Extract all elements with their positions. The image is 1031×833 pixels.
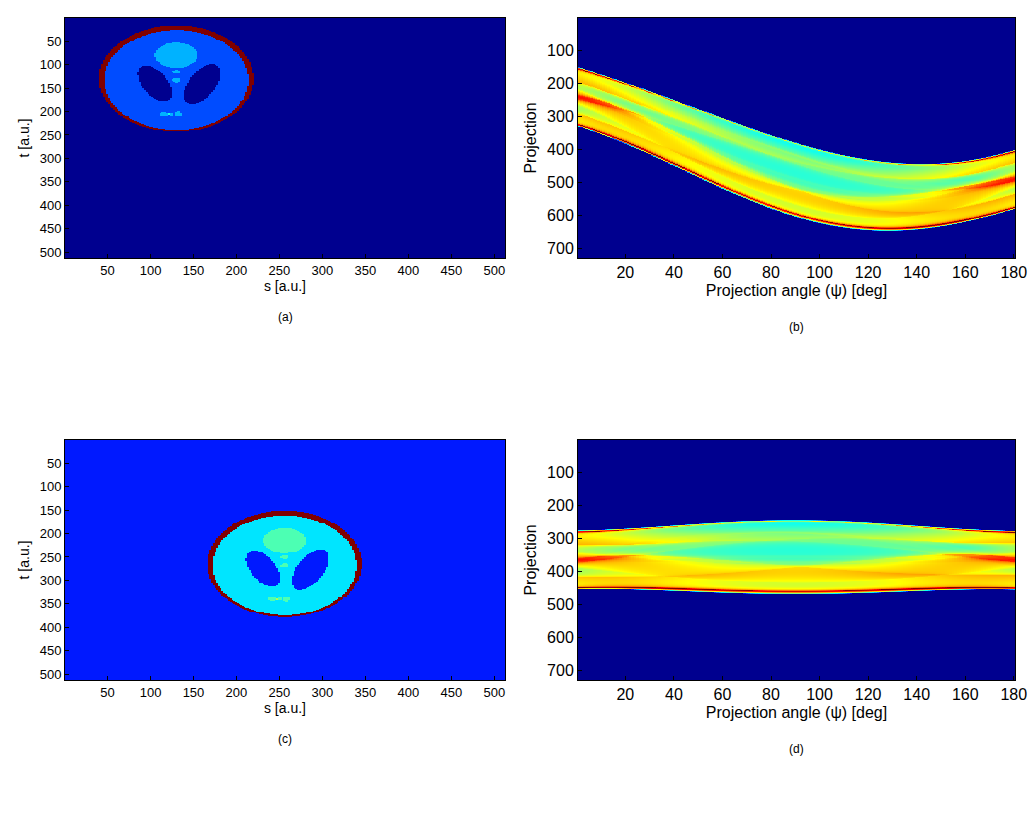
svg-text:50: 50 [100,685,114,700]
svg-text:250: 250 [40,550,62,565]
svg-text:160: 160 [952,264,979,281]
svg-text:60: 60 [714,686,732,703]
svg-text:350: 350 [354,263,376,278]
svg-text:300: 300 [312,263,334,278]
svg-text:200: 200 [547,75,574,92]
svg-text:100: 100 [547,464,574,481]
svg-text:100: 100 [140,685,162,700]
svg-text:600: 600 [547,629,574,646]
svg-text:Projection: Projection [522,102,539,173]
svg-text:500: 500 [483,685,505,700]
svg-text:Projection angle (ψ) [deg]: Projection angle (ψ) [deg] [706,282,887,299]
svg-text:450: 450 [440,263,462,278]
svg-text:200: 200 [226,685,248,700]
svg-text:160: 160 [952,686,979,703]
svg-text:150: 150 [40,503,62,518]
svg-text:450: 450 [440,685,462,700]
svg-text:150: 150 [183,263,205,278]
svg-text:120: 120 [855,686,882,703]
svg-text:t [a.u.]: t [a.u.] [16,541,32,580]
svg-text:140: 140 [903,264,930,281]
svg-text:100: 100 [40,479,62,494]
svg-text:(a): (a) [278,310,293,324]
svg-text:80: 80 [762,264,780,281]
svg-text:20: 20 [616,264,634,281]
svg-text:100: 100 [806,686,833,703]
svg-text:400: 400 [40,620,62,635]
svg-text:t [a.u.]: t [a.u.] [16,119,32,158]
svg-text:400: 400 [547,141,574,158]
svg-text:250: 250 [40,128,62,143]
svg-text:Projection angle (ψ) [deg]: Projection angle (ψ) [deg] [706,704,887,721]
svg-text:150: 150 [183,685,205,700]
svg-text:250: 250 [269,685,291,700]
svg-text:350: 350 [354,685,376,700]
svg-text:700: 700 [547,240,574,257]
svg-text:500: 500 [547,596,574,613]
svg-text:500: 500 [483,263,505,278]
svg-text:700: 700 [547,662,574,679]
svg-text:150: 150 [40,81,62,96]
svg-text:180: 180 [1000,264,1027,281]
svg-text:50: 50 [47,34,61,49]
svg-text:450: 450 [40,643,62,658]
svg-text:400: 400 [397,263,419,278]
svg-text:40: 40 [665,686,683,703]
svg-text:300: 300 [547,108,574,125]
svg-text:350: 350 [40,174,62,189]
svg-text:(c): (c) [278,732,292,746]
svg-text:200: 200 [226,263,248,278]
svg-text:60: 60 [714,264,732,281]
svg-text:s [a.u.]: s [a.u.] [264,700,306,716]
svg-text:50: 50 [100,263,114,278]
svg-text:500: 500 [547,174,574,191]
svg-text:300: 300 [312,685,334,700]
svg-text:80: 80 [762,686,780,703]
svg-text:400: 400 [40,198,62,213]
svg-text:s [a.u.]: s [a.u.] [264,278,306,294]
svg-text:50: 50 [47,456,61,471]
svg-text:40: 40 [665,264,683,281]
svg-text:Projection: Projection [522,524,539,595]
svg-text:120: 120 [855,264,882,281]
svg-text:400: 400 [397,685,419,700]
svg-text:(b): (b) [789,320,804,334]
svg-text:140: 140 [903,686,930,703]
svg-text:200: 200 [40,526,62,541]
svg-text:200: 200 [40,104,62,119]
svg-text:100: 100 [806,264,833,281]
svg-text:100: 100 [140,263,162,278]
svg-text:500: 500 [40,667,62,682]
svg-text:300: 300 [547,530,574,547]
svg-text:600: 600 [547,207,574,224]
svg-text:300: 300 [40,151,62,166]
svg-text:300: 300 [40,573,62,588]
svg-text:(d): (d) [789,742,804,756]
svg-text:100: 100 [40,57,62,72]
svg-text:400: 400 [547,563,574,580]
svg-text:100: 100 [547,42,574,59]
svg-text:450: 450 [40,221,62,236]
svg-text:500: 500 [40,245,62,260]
svg-text:250: 250 [269,263,291,278]
svg-text:350: 350 [40,596,62,611]
svg-text:20: 20 [616,686,634,703]
svg-text:200: 200 [547,497,574,514]
svg-text:180: 180 [1000,686,1027,703]
